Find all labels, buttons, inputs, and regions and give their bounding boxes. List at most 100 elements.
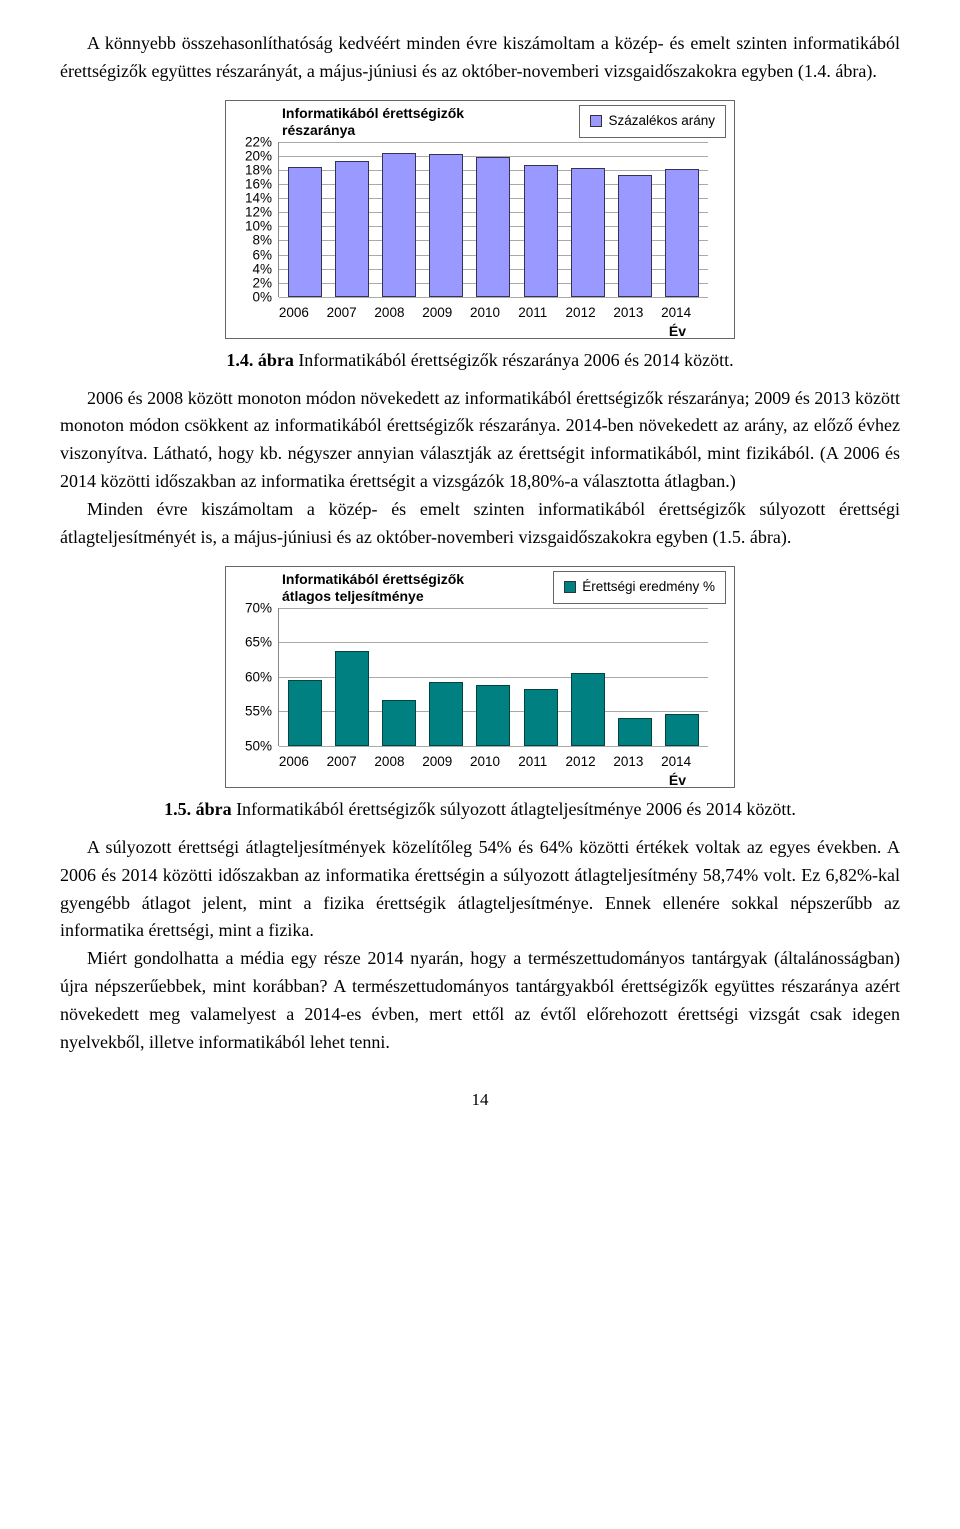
chart-bar xyxy=(429,682,463,746)
y-tick-label: 12% xyxy=(245,205,272,219)
x-axis: 200620072008200920102011201220132014Év xyxy=(226,301,734,338)
chart-bar xyxy=(571,168,605,297)
y-tick-label: 2% xyxy=(252,276,272,290)
y-tick-label: 55% xyxy=(245,705,272,719)
x-tick-label: 2011 xyxy=(509,303,557,324)
caption-1: 1.4. ábra Informatikából érettségizők ré… xyxy=(60,347,900,375)
caption-2-label: 1.5. ábra xyxy=(164,799,232,819)
y-tick-label: 4% xyxy=(252,262,272,276)
caption-2-rest: Informatikából érettségizők súlyozott át… xyxy=(232,799,796,819)
bar-col xyxy=(564,142,611,297)
x-tick-label: 2010 xyxy=(461,303,509,324)
chart-bar xyxy=(665,169,699,297)
plot-grid xyxy=(278,608,708,746)
legend-label: Százalékos arány xyxy=(608,111,715,132)
x-axis-title: Év xyxy=(270,773,700,787)
chart-bar xyxy=(524,689,558,746)
chart-bar xyxy=(476,157,510,297)
x-tick-label: 2006 xyxy=(270,303,318,324)
y-tick-label: 65% xyxy=(245,636,272,650)
bar-col xyxy=(375,608,422,746)
bar-col xyxy=(328,608,375,746)
x-tick-label: 2008 xyxy=(366,752,414,773)
chart-legend: Százalékos arány xyxy=(579,105,726,138)
bar-col xyxy=(423,142,470,297)
chart-bar xyxy=(524,165,558,297)
x-tick-label: 2014 xyxy=(652,752,700,773)
caption-1-label: 1.4. ábra xyxy=(226,350,294,370)
chart-bar xyxy=(335,651,369,746)
y-tick-label: 20% xyxy=(245,149,272,163)
y-tick-label: 60% xyxy=(245,670,272,684)
x-axis-title: Év xyxy=(270,324,700,338)
x-tick-label: 2012 xyxy=(557,303,605,324)
bar-col xyxy=(470,142,517,297)
chart-bar xyxy=(618,718,652,746)
chart-2: Informatikából érettségizőkátlagos telje… xyxy=(225,566,735,788)
bar-col xyxy=(375,142,422,297)
x-tick-label: 2009 xyxy=(413,303,461,324)
chart-title: Informatikából érettségizőkátlagos telje… xyxy=(278,571,553,606)
legend-swatch-icon xyxy=(564,581,576,593)
chart-bar xyxy=(571,673,605,746)
chart-bar xyxy=(382,153,416,297)
caption-2: 1.5. ábra Informatikából érettségizők sú… xyxy=(60,796,900,824)
chart-1: Informatikából érettségizőkrészaránya Szá… xyxy=(225,100,735,339)
chart-bar xyxy=(476,685,510,746)
bar-col xyxy=(564,608,611,746)
y-tick-label: 50% xyxy=(245,739,272,753)
x-tick-label: 2013 xyxy=(604,303,652,324)
x-tick-label: 2007 xyxy=(318,752,366,773)
chart-title: Informatikából érettségizőkrészaránya xyxy=(278,105,579,140)
chart-bar xyxy=(618,175,652,297)
y-axis: 22%20%18%16%14%12%10%8%6%4%2%0% xyxy=(234,142,278,297)
y-tick-label: 10% xyxy=(245,220,272,234)
x-tick-label: 2007 xyxy=(318,303,366,324)
plot-grid xyxy=(278,142,708,297)
chart-bar xyxy=(665,714,699,746)
bar-col xyxy=(659,608,706,746)
y-tick-label: 70% xyxy=(245,601,272,615)
bar-col xyxy=(423,608,470,746)
x-tick-label: 2013 xyxy=(604,752,652,773)
y-tick-label: 8% xyxy=(252,234,272,248)
y-tick-label: 0% xyxy=(252,290,272,304)
page-number: 14 xyxy=(60,1087,900,1113)
x-tick-label: 2010 xyxy=(461,752,509,773)
paragraph-1: A könnyebb összehasonlíthatóság kedvéért… xyxy=(60,30,900,86)
y-tick-label: 6% xyxy=(252,248,272,262)
chart-bar xyxy=(335,161,369,297)
bar-col xyxy=(659,142,706,297)
bar-col xyxy=(328,142,375,297)
chart-bar xyxy=(288,680,322,746)
bar-col xyxy=(612,608,659,746)
bar-col xyxy=(612,142,659,297)
paragraph-5: Miért gondolhatta a média egy része 2014… xyxy=(60,945,900,1057)
x-tick-label: 2011 xyxy=(509,752,557,773)
y-tick-label: 18% xyxy=(245,163,272,177)
chart-1-container: Informatikából érettségizőkrészaránya Szá… xyxy=(60,100,900,339)
chart-bar xyxy=(288,167,322,297)
x-tick-label: 2012 xyxy=(557,752,605,773)
y-tick-label: 22% xyxy=(245,135,272,149)
bars-row xyxy=(279,608,708,746)
bar-col xyxy=(281,142,328,297)
bar-col xyxy=(470,608,517,746)
paragraph-4: A súlyozott érettségi átlagteljesítménye… xyxy=(60,834,900,946)
bars-row xyxy=(279,142,708,297)
chart-legend: Érettségi eredmény % xyxy=(553,571,726,604)
caption-1-rest: Informatikából érettségizők részaránya 2… xyxy=(294,350,734,370)
chart-bar xyxy=(429,154,463,297)
bar-col xyxy=(517,142,564,297)
paragraph-2: 2006 és 2008 között monoton módon növeke… xyxy=(60,385,900,497)
x-tick-label: 2006 xyxy=(270,752,318,773)
bar-col xyxy=(517,608,564,746)
chart-2-container: Informatikából érettségizőkátlagos telje… xyxy=(60,566,900,788)
bar-col xyxy=(281,608,328,746)
y-tick-label: 16% xyxy=(245,177,272,191)
y-axis: 70%65%60%55%50% xyxy=(234,608,278,746)
paragraph-3: Minden évre kiszámoltam a közép- és emel… xyxy=(60,496,900,552)
legend-label: Érettségi eredmény % xyxy=(582,577,715,598)
x-tick-label: 2009 xyxy=(413,752,461,773)
x-tick-label: 2014 xyxy=(652,303,700,324)
